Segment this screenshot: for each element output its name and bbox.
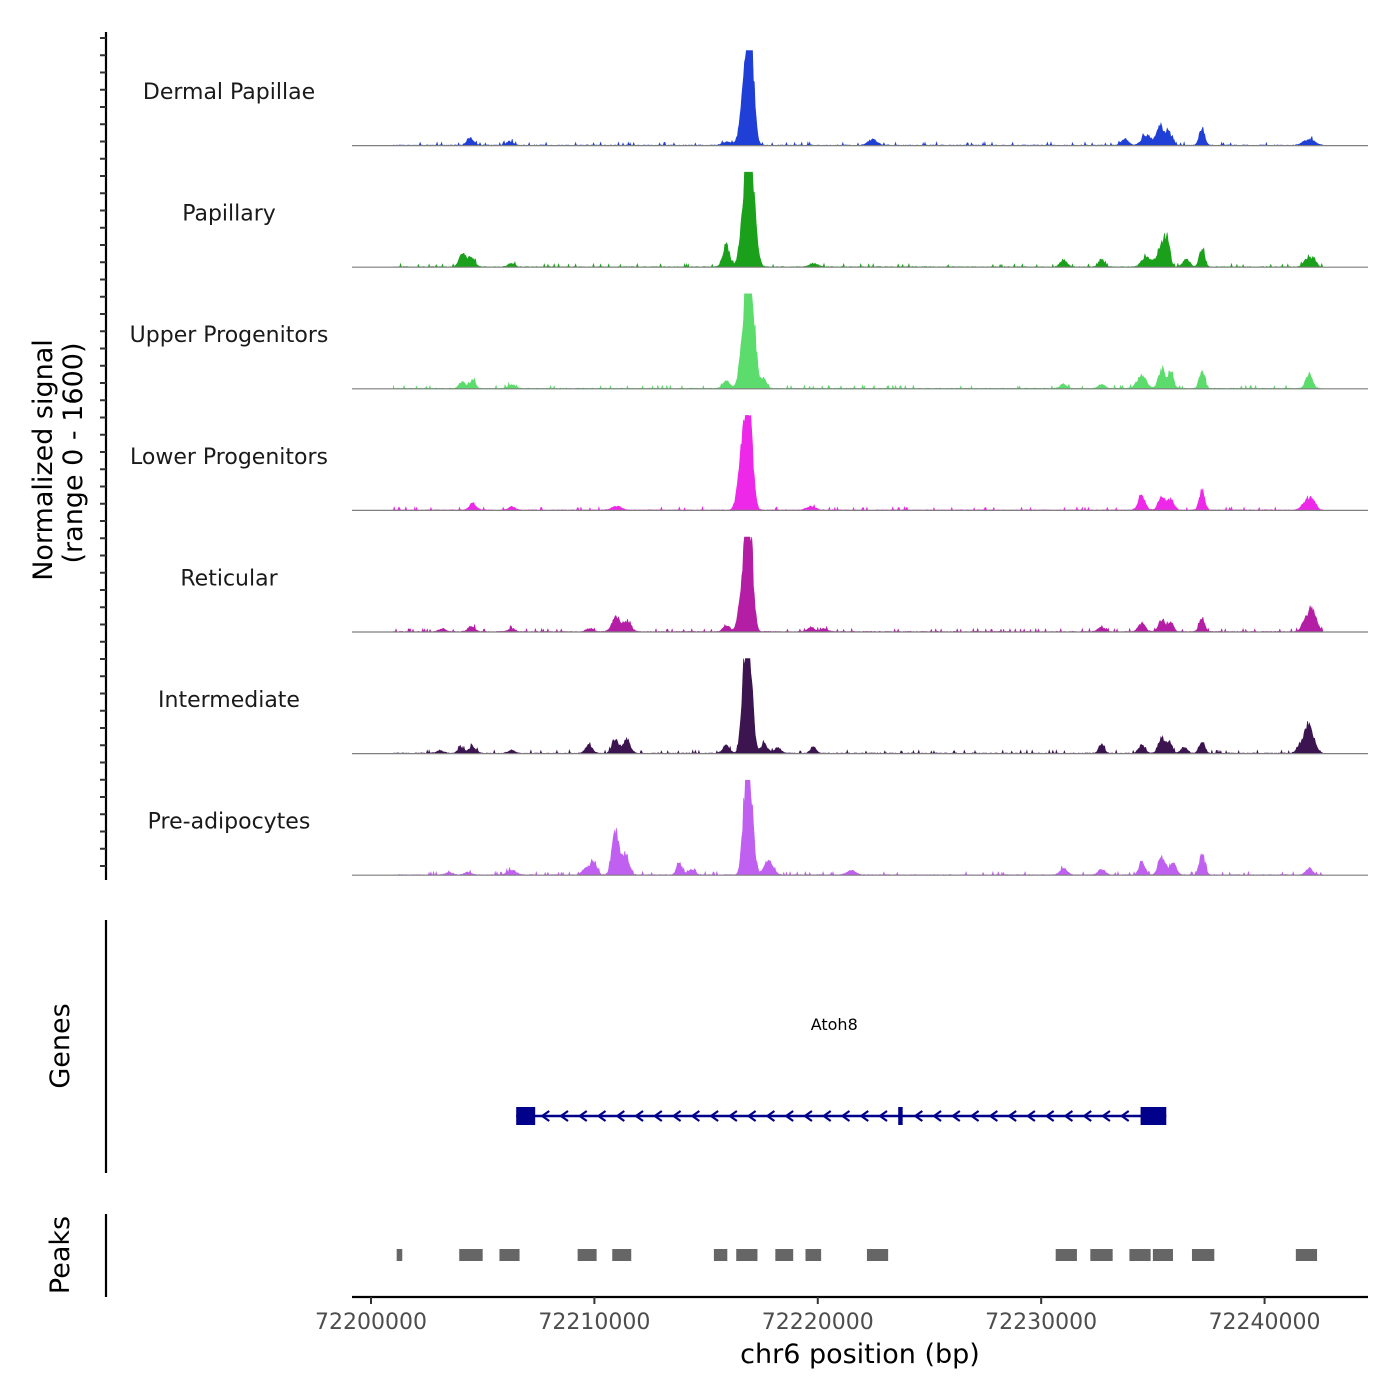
strand-arrow [913, 1110, 923, 1122]
peak-region [805, 1249, 822, 1261]
signal-area [393, 293, 1323, 390]
peak-region [459, 1249, 483, 1261]
strand-arrow [540, 1110, 550, 1122]
strand-arrow [859, 1110, 869, 1122]
peak-region [866, 1249, 889, 1261]
strand-arrow [1119, 1110, 1130, 1122]
x-axis: 72200000 72210000 72220000 72230000 72240000 [315, 1295, 1368, 1335]
signal-area [393, 779, 1323, 877]
x-tick-label: 72230000 [985, 1310, 1097, 1335]
peak-region [713, 1249, 728, 1261]
strand-arrow [690, 1110, 700, 1122]
signal-area [393, 414, 1323, 512]
peaks-track [396, 1249, 1318, 1261]
peak-region [1152, 1249, 1173, 1261]
strand-arrow [803, 1110, 813, 1122]
gene-exon [898, 1107, 903, 1125]
peak-region [1191, 1249, 1215, 1261]
x-tick-label: 72240000 [1209, 1310, 1321, 1335]
gene-track: Atoh8 [516, 1015, 1167, 1125]
strand-arrow [634, 1110, 644, 1122]
signal-y-axis [100, 32, 108, 880]
track-label: Upper Progenitors [130, 323, 329, 348]
strand-arrow [577, 1110, 588, 1122]
strand-arrow [1101, 1110, 1111, 1122]
peaks-panel-label: Peaks [45, 1216, 76, 1294]
y-axis-title: Normalized signal [28, 339, 59, 581]
track-label: Papillary [182, 202, 276, 227]
signal-area [393, 658, 1323, 755]
strand-arrow [1026, 1110, 1036, 1122]
x-tick-label: 72210000 [538, 1310, 650, 1335]
strand-arrow [559, 1110, 569, 1122]
track-label: Reticular [180, 566, 278, 591]
x-tick-label: 72200000 [315, 1310, 427, 1335]
strand-arrow [746, 1110, 757, 1122]
track-label: Intermediate [158, 688, 300, 713]
strand-arrow [671, 1110, 682, 1122]
peak-region [612, 1249, 632, 1261]
track-label: Lower Progenitors [130, 445, 328, 470]
strand-arrow [652, 1110, 663, 1122]
strand-arrow [596, 1110, 607, 1122]
strand-arrow [1007, 1110, 1017, 1122]
track-label: Pre-adipocytes [148, 810, 311, 835]
strand-arrow [950, 1110, 961, 1122]
peak-region [1129, 1249, 1151, 1261]
strand-arrow [727, 1110, 738, 1122]
strand-arrow [840, 1110, 851, 1122]
peak-region [736, 1249, 758, 1261]
genes-panel-label: Genes [45, 1003, 76, 1088]
strand-arrow [1063, 1110, 1074, 1122]
track-label: Dermal Papillae [143, 80, 315, 105]
peak-region [1055, 1249, 1077, 1261]
signal-area [393, 536, 1323, 633]
peak-region [1090, 1249, 1113, 1261]
strand-arrow [1082, 1110, 1092, 1122]
strand-arrow [709, 1110, 719, 1122]
strand-arrow [821, 1110, 832, 1122]
strand-arrow [932, 1110, 942, 1122]
peak-region [577, 1249, 597, 1261]
y-axis-subtitle: (range 0 - 1600) [58, 343, 89, 564]
strand-arrow [988, 1110, 999, 1122]
signal-area [393, 50, 1323, 147]
signal-area [392, 171, 1323, 269]
x-axis-title: chr6 position (bp) [740, 1339, 980, 1370]
strand-arrow [784, 1110, 794, 1122]
peak-region [499, 1249, 520, 1261]
gene-exon [1140, 1107, 1167, 1125]
gene-exon [516, 1107, 536, 1125]
strand-arrow [765, 1110, 776, 1122]
peak-region [1295, 1249, 1318, 1261]
gene-label: Atoh8 [811, 1015, 858, 1034]
peak-region [396, 1249, 403, 1261]
x-tick-label: 72220000 [762, 1310, 874, 1335]
strand-arrow [878, 1110, 888, 1122]
signal-tracks: Dermal Papillae Papillary Upper Progenitor… [130, 50, 1368, 877]
strand-arrow [1044, 1110, 1055, 1122]
strand-arrow [969, 1110, 980, 1122]
peak-region [775, 1249, 794, 1261]
strand-arrow [615, 1110, 625, 1122]
